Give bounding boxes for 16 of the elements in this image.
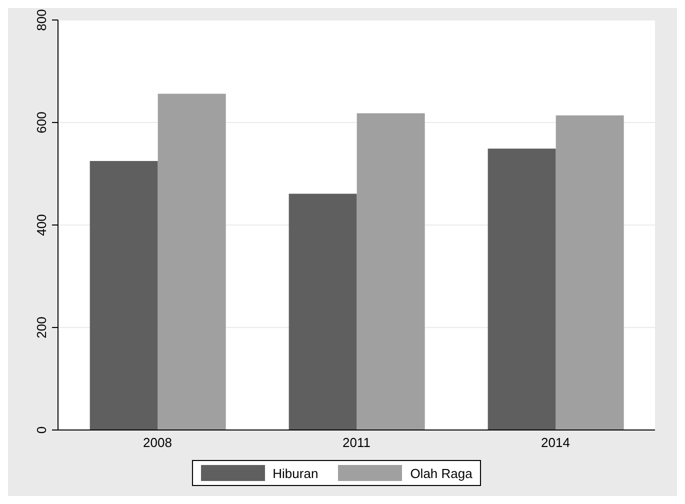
bar	[356, 113, 425, 430]
y-tick-label: 600	[34, 112, 49, 134]
bar	[488, 148, 556, 430]
bar	[288, 194, 357, 430]
y-tick-label: 200	[34, 316, 49, 338]
x-tick-label: 2008	[143, 435, 172, 450]
x-tick-label: 2011	[342, 435, 370, 450]
bar	[158, 94, 226, 430]
legend-label: Olah Raga	[409, 465, 472, 481]
x-tick-label: 2014	[541, 435, 570, 450]
bar	[90, 160, 158, 430]
y-tick-label: 0	[34, 426, 49, 434]
bar	[556, 115, 624, 430]
legend-label: Hiburan	[272, 465, 318, 481]
y-tick-label: 800	[34, 9, 49, 31]
y-tick-label: 400	[34, 214, 49, 236]
